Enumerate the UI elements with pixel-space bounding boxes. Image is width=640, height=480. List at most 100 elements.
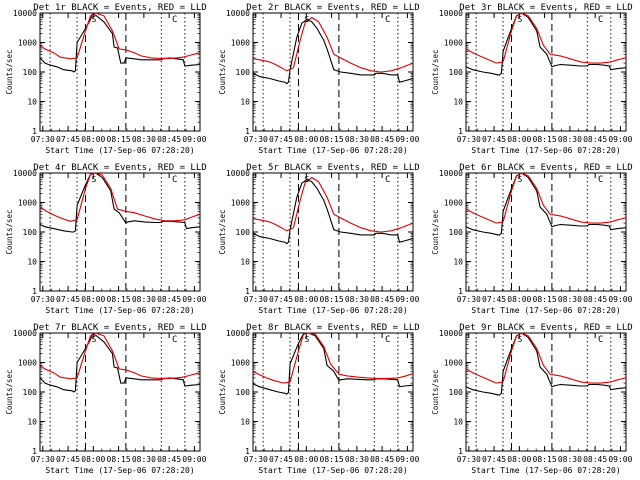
y-axis-label: Counts/sec: [431, 369, 440, 414]
x-axis-label: Start Time (17-Sep-06 07:28:20): [471, 466, 620, 475]
panel-title: Det 5r BLACK = Events, RED = LLD: [246, 163, 419, 173]
panel-title: Det 3r BLACK = Events, RED = LLD: [459, 3, 632, 13]
x-tick-label: 08:15: [533, 455, 557, 464]
x-tick-label: 08:00: [294, 135, 318, 144]
y-tick-label: 100: [236, 388, 251, 397]
panel-title: Det 7r BLACK = Events, RED = LLD: [33, 323, 206, 333]
c-marker: C: [385, 15, 390, 25]
y-tick-label: 1: [245, 447, 250, 456]
x-axis-label: Start Time (17-Sep-06 07:28:20): [258, 146, 407, 155]
c-marker: C: [172, 175, 177, 185]
series-line-lld: [465, 12, 627, 64]
x-tick-label: 07:30: [31, 135, 55, 144]
series-line-lld: [39, 332, 201, 380]
x-tick-label: 09:00: [182, 295, 206, 304]
panel-title: Det 4r BLACK = Events, RED = LLD: [33, 163, 206, 173]
x-tick-label: 09:00: [608, 135, 632, 144]
plot-frame: [252, 12, 414, 132]
flare-start-mark: S: [517, 175, 522, 184]
y-tick-label: 100: [23, 68, 38, 77]
x-tick-label: 07:45: [56, 295, 80, 304]
y-axis-label: Counts/sec: [431, 49, 440, 94]
y-tick-label: 100: [23, 388, 38, 397]
detector-panel-5: Det 5r BLACK = Events, RED = LLD 1 10 100 10…: [218, 163, 420, 315]
detector-panel-2: Det 2r BLACK = Events, RED = LLD 1 10 100 10…: [218, 3, 420, 155]
x-tick-label: 07:45: [269, 455, 293, 464]
x-tick-label: 09:00: [395, 295, 419, 304]
x-tick-label: 08:45: [583, 135, 607, 144]
x-tick-label: 07:30: [244, 295, 268, 304]
x-tick-label: 08:30: [558, 455, 582, 464]
series-line-lld: [252, 332, 414, 384]
y-axis-label: Counts/sec: [5, 369, 14, 414]
y-axis-label: Counts/sec: [431, 209, 440, 254]
x-tick-label: 09:00: [608, 455, 632, 464]
x-tick-label: 07:45: [482, 295, 506, 304]
x-tick-label: 08:45: [583, 455, 607, 464]
panel-title: Det 1r BLACK = Events, RED = LLD: [33, 3, 206, 13]
y-tick-label: 10000: [13, 9, 37, 18]
x-tick-label: 08:15: [320, 135, 344, 144]
flare-start-mark: S: [91, 175, 96, 184]
y-axis-label: Counts/sec: [218, 49, 227, 94]
series-line-lld: [465, 332, 627, 384]
x-tick-label: 07:30: [457, 295, 481, 304]
c-marker: C: [598, 15, 603, 25]
y-tick-label: 10000: [13, 169, 37, 178]
c-marker: C: [385, 335, 390, 345]
x-axis-label: Start Time (17-Sep-06 07:28:20): [45, 306, 194, 315]
x-tick-label: 07:30: [31, 455, 55, 464]
x-tick-label: 08:00: [81, 455, 105, 464]
x-tick-label: 08:15: [533, 295, 557, 304]
detector-panel-4: Det 4r BLACK = Events, RED = LLD 1 10 100 10…: [5, 163, 207, 315]
y-tick-label: 10: [240, 258, 250, 267]
x-tick-label: 08:15: [320, 455, 344, 464]
x-tick-label: 08:45: [370, 455, 394, 464]
y-tick-label: 1000: [444, 199, 463, 208]
x-tick-label: 08:15: [533, 135, 557, 144]
x-tick-label: 09:00: [395, 135, 419, 144]
x-tick-label: 08:30: [345, 455, 369, 464]
y-tick-label: 100: [449, 228, 464, 237]
panel-title: Det 2r BLACK = Events, RED = LLD: [246, 3, 419, 13]
y-tick-label: 1: [458, 287, 463, 296]
y-tick-label: 100: [236, 228, 251, 237]
flare-start-mark: S: [91, 335, 96, 344]
x-tick-label: 08:45: [157, 135, 181, 144]
y-tick-label: 1000: [18, 199, 37, 208]
x-tick-label: 08:15: [107, 455, 131, 464]
panel-title: Det 6r BLACK = Events, RED = LLD: [459, 163, 632, 173]
y-tick-label: 10: [27, 258, 37, 267]
panel-title: Det 9r BLACK = Events, RED = LLD: [459, 323, 632, 333]
x-tick-label: 07:30: [457, 135, 481, 144]
x-tick-label: 07:30: [244, 455, 268, 464]
x-tick-label: 09:00: [395, 455, 419, 464]
y-tick-label: 10000: [13, 329, 37, 338]
x-axis-label: Start Time (17-Sep-06 07:28:20): [258, 466, 407, 475]
x-tick-label: 07:45: [482, 135, 506, 144]
x-tick-label: 08:30: [558, 295, 582, 304]
plot-frame: [465, 172, 627, 292]
x-axis-label: Start Time (17-Sep-06 07:28:20): [471, 306, 620, 315]
series-line-lld: [252, 176, 414, 233]
x-tick-label: 08:30: [558, 135, 582, 144]
x-tick-label: 07:30: [457, 455, 481, 464]
series-line-lld: [39, 12, 201, 60]
x-tick-label: 08:30: [345, 295, 369, 304]
y-tick-label: 1000: [231, 39, 250, 48]
x-tick-label: 08:00: [507, 295, 531, 304]
x-tick-label: 08:30: [132, 135, 156, 144]
y-tick-label: 10000: [439, 169, 463, 178]
y-tick-label: 100: [449, 388, 464, 397]
panel-title: Det 8r BLACK = Events, RED = LLD: [246, 323, 419, 333]
flare-start-mark: S: [517, 335, 522, 344]
flare-start-mark: S: [304, 175, 309, 184]
x-tick-label: 08:15: [107, 135, 131, 144]
y-tick-label: 100: [449, 68, 464, 77]
x-tick-label: 08:45: [157, 295, 181, 304]
x-tick-label: 07:45: [269, 295, 293, 304]
x-axis-label: Start Time (17-Sep-06 07:28:20): [471, 146, 620, 155]
x-tick-label: 08:30: [345, 135, 369, 144]
x-tick-label: 07:45: [56, 455, 80, 464]
